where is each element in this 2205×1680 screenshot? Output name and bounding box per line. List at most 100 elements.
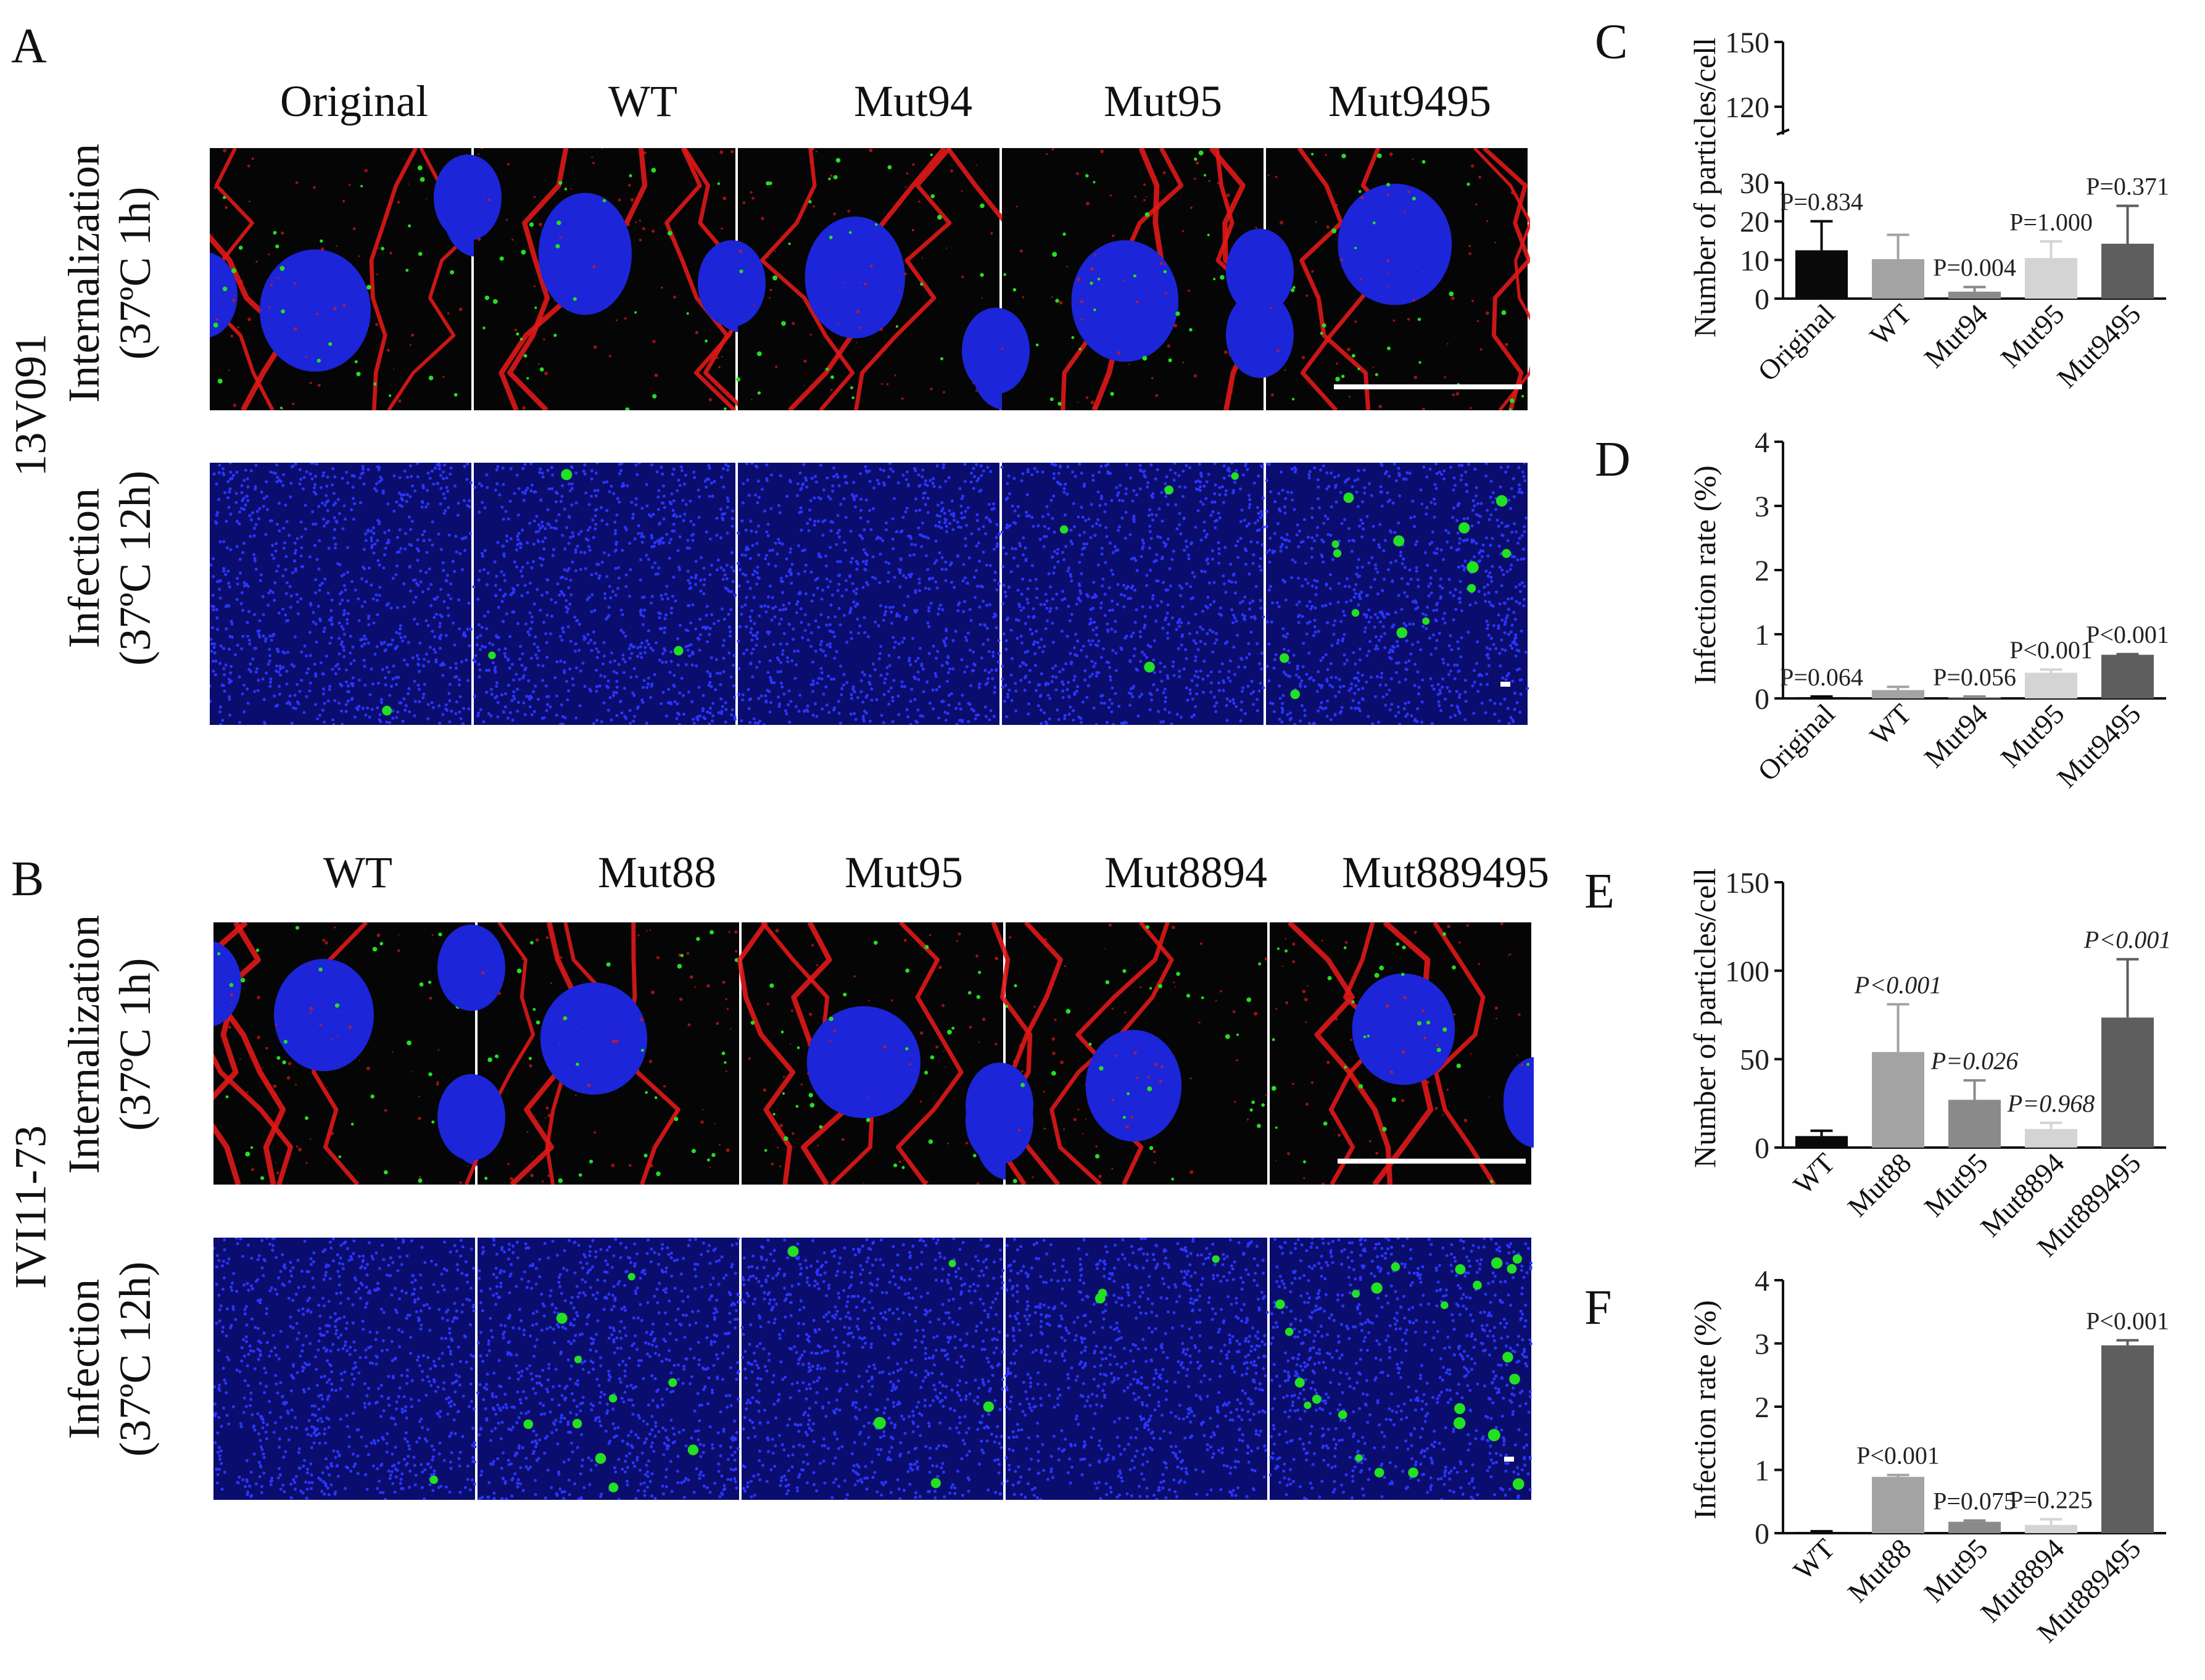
virus-particle <box>1176 972 1180 976</box>
red-speckle <box>1275 1160 1276 1162</box>
red-speckle <box>1354 320 1357 323</box>
red-speckle <box>627 223 631 226</box>
red-speckle <box>1387 285 1389 288</box>
virus-particle <box>1508 408 1512 410</box>
virus-particle <box>316 358 321 363</box>
infected-cell <box>1352 1289 1360 1298</box>
red-speckle <box>742 201 746 204</box>
virus-particle <box>1374 972 1380 978</box>
bar-wt <box>1795 1531 1848 1533</box>
red-speckle <box>1458 941 1461 944</box>
red-speckle <box>559 236 561 239</box>
scale-bar <box>1500 682 1510 687</box>
red-speckle <box>1494 1006 1498 1010</box>
red-speckle <box>342 200 345 203</box>
red-speckle <box>591 156 593 159</box>
virus-particle <box>578 1173 582 1177</box>
infected-cell <box>1512 1254 1522 1264</box>
red-speckle <box>1292 942 1296 946</box>
red-speckle <box>929 933 932 936</box>
red-speckle <box>618 198 621 202</box>
col-label-a-1: WT <box>608 77 677 126</box>
red-speckle <box>1189 206 1193 209</box>
virus-particle <box>1095 1154 1100 1159</box>
virus-particle <box>1467 182 1470 186</box>
red-speckle <box>767 256 769 259</box>
x-tick-label: Mut88 <box>1842 1147 1917 1223</box>
y-tick-label: 20 <box>1740 206 1769 239</box>
red-speckle <box>649 929 652 931</box>
virus-particle <box>1099 1066 1104 1071</box>
nucleus <box>437 924 505 1011</box>
virus-particle <box>1144 212 1150 217</box>
red-speckle <box>505 218 508 221</box>
red-speckle <box>1151 377 1154 379</box>
red-speckle <box>1280 220 1283 225</box>
virus-particle <box>1341 154 1346 159</box>
red-speckle <box>706 984 710 988</box>
virus-particle <box>260 1176 265 1180</box>
membrane-outline <box>896 922 964 1185</box>
red-speckle <box>1322 1182 1325 1185</box>
virus-particle <box>576 1062 579 1066</box>
virus-particle <box>796 1046 800 1049</box>
virus-particle <box>784 1136 788 1141</box>
membrane-outline <box>854 148 952 410</box>
infected-cell <box>687 1444 699 1455</box>
infected-cell <box>1487 1429 1500 1441</box>
red-speckle <box>1051 296 1053 298</box>
red-speckle <box>273 1093 277 1096</box>
red-speckle <box>514 328 517 331</box>
col-label-b-3: Mut8894 <box>1104 848 1268 897</box>
red-speckle <box>648 1059 653 1064</box>
virus-particle <box>643 1153 648 1158</box>
p-value-label: P<0.001 <box>1856 1442 1940 1470</box>
red-speckle <box>259 309 262 312</box>
virus-particle <box>499 256 504 261</box>
red-speckle <box>1175 986 1177 988</box>
virus-particle <box>711 1152 716 1157</box>
membrane-outline <box>664 148 747 410</box>
red-speckle <box>553 300 555 302</box>
infection-tile <box>737 463 1001 725</box>
red-speckle <box>537 363 540 365</box>
red-speckle <box>1104 948 1106 950</box>
red-speckle <box>426 198 428 200</box>
red-speckle <box>1193 374 1198 378</box>
virus-particle <box>276 1056 281 1060</box>
virus-particle <box>320 239 323 243</box>
panel-letter-a: A <box>11 19 47 73</box>
panel-letter-d: D <box>1595 432 1631 487</box>
virus-particle <box>1055 299 1059 303</box>
y-axis-label: Number of particles/cell <box>1687 38 1722 337</box>
col-label-a-0: Original <box>280 77 428 126</box>
red-speckle <box>630 198 634 202</box>
red-speckle <box>431 934 434 936</box>
virus-particle <box>782 1092 785 1095</box>
red-speckle <box>1189 1077 1192 1080</box>
p-value-label: P=0.075 <box>1933 1488 2016 1515</box>
red-speckle <box>775 365 778 368</box>
infected-cell <box>1294 1378 1305 1388</box>
membrane-outline <box>210 233 289 410</box>
infected-cell <box>1509 1373 1520 1385</box>
red-speckle <box>1080 318 1083 321</box>
red-speckle <box>418 1096 421 1098</box>
infected-cell <box>627 1273 635 1281</box>
red-speckle <box>1386 193 1390 197</box>
bar-mut8894 <box>2025 1128 2077 1148</box>
red-speckle <box>1032 1176 1034 1178</box>
infected-cell <box>1453 1417 1466 1430</box>
nucleus <box>805 217 905 339</box>
virus-particle <box>739 269 743 273</box>
virus-particle <box>930 153 933 157</box>
red-speckle <box>611 1039 616 1043</box>
virus-particle <box>764 1149 767 1152</box>
red-speckle <box>1375 1151 1379 1155</box>
red-speckle <box>247 317 251 321</box>
virus-particle <box>1490 1180 1494 1183</box>
red-speckle <box>1117 351 1121 355</box>
red-speckle <box>228 1025 231 1029</box>
red-speckle <box>679 997 683 1001</box>
